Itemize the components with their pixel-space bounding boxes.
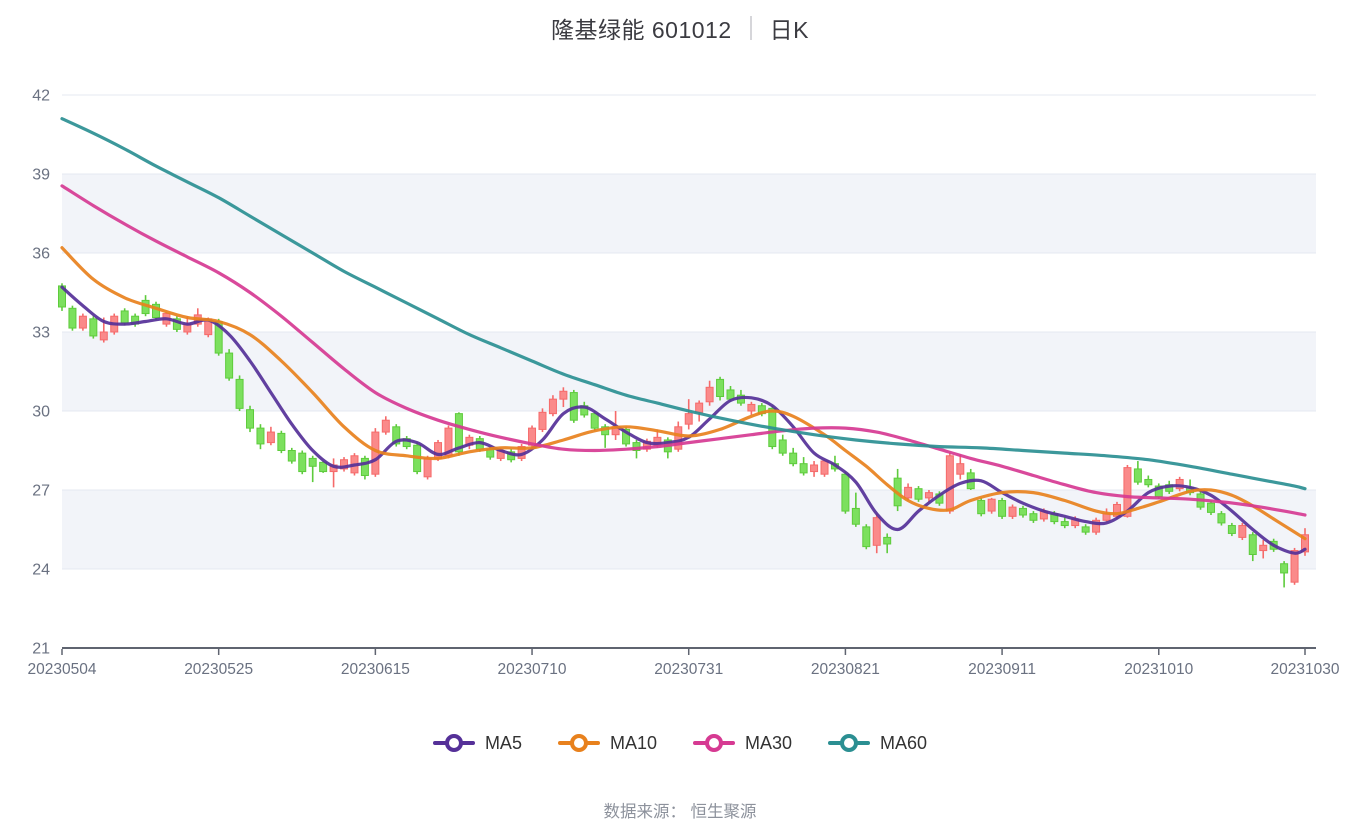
svg-text:20230710: 20230710 [498, 661, 567, 678]
x-axis-labels: 20230504 20230525 20230615 20230710 20230731… [28, 661, 1340, 678]
ma10-line [60, 246, 1307, 541]
svg-text:33: 33 [32, 325, 50, 342]
svg-text:21: 21 [32, 641, 50, 658]
legend-line-circle-icon [432, 734, 475, 752]
svg-text:20230821: 20230821 [811, 661, 880, 678]
svg-text:20230615: 20230615 [341, 661, 410, 678]
svg-text:20230525: 20230525 [184, 661, 253, 678]
legend-item-ma5[interactable]: MA5 [432, 732, 522, 754]
svg-text:36: 36 [32, 246, 50, 263]
page-title: 隆基绿能 601012 [551, 17, 732, 43]
legend-line-circle-icon [828, 734, 871, 752]
svg-text:39: 39 [32, 167, 50, 184]
svg-text:42: 42 [32, 88, 50, 105]
chart-header: 隆基绿能 601012 日K [0, 10, 1360, 46]
grid-lines [62, 94, 1316, 570]
title-separator [749, 16, 752, 40]
ma30-line [60, 184, 1307, 517]
svg-text:20230504: 20230504 [28, 661, 97, 678]
svg-text:30: 30 [32, 404, 50, 421]
ma60-line [60, 117, 1307, 491]
legend-label: MA60 [880, 732, 928, 753]
svg-text:27: 27 [32, 483, 50, 500]
legend: MA5 MA10 MA30 MA60 [0, 726, 1360, 760]
svg-text:20230731: 20230731 [654, 661, 723, 678]
svg-text:20231030: 20231030 [1271, 661, 1340, 678]
chart-type-label: 日K [769, 17, 809, 43]
price-band-stripes [62, 174, 1316, 569]
legend-line-circle-icon [692, 734, 735, 752]
svg-text:20231010: 20231010 [1124, 661, 1193, 678]
data-source: 数据来源： 恒生聚源 [603, 803, 757, 821]
x-axis [61, 647, 1316, 655]
legend-label: MA10 [609, 732, 657, 753]
svg-text:24: 24 [32, 562, 50, 579]
svg-text:20230911: 20230911 [968, 661, 1036, 678]
legend-label: MA30 [744, 732, 793, 753]
legend-item-ma10[interactable]: MA10 [557, 732, 657, 754]
legend-item-ma30[interactable]: MA30 [692, 732, 793, 754]
legend-line-circle-icon [557, 734, 600, 752]
y-axis-labels: 42 39 36 33 30 27 24 21 [32, 88, 50, 658]
legend-item-ma60[interactable]: MA60 [828, 733, 927, 754]
legend-label: MA5 [484, 732, 522, 753]
